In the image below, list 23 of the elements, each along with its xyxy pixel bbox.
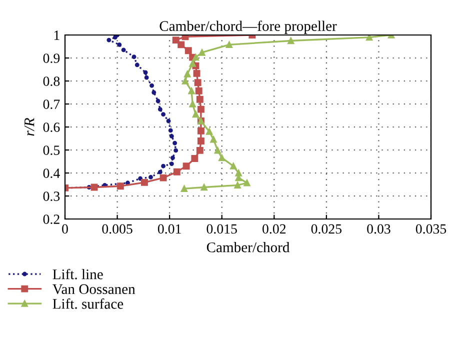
x-tick-label: 0.02: [262, 224, 286, 234]
y-tick-label: 0.2: [43, 214, 60, 224]
y-tick-label: 0.9: [43, 54, 60, 64]
x-tick-label: 0.025: [311, 224, 342, 234]
y-tick-label: 0.6: [43, 122, 60, 132]
legend-label: Lift. surface: [52, 298, 124, 309]
y-tick-label: 0.8: [43, 76, 60, 86]
x-tick-label: 0.015: [206, 224, 237, 234]
x-tick-label: 0.03: [367, 224, 390, 234]
y-tick-label: 0.5: [43, 146, 60, 156]
chart-title: Camber/chord—fore propeller: [160, 20, 337, 34]
y-tick-label: 1: [54, 30, 60, 40]
y-tick-label: 0.7: [43, 100, 60, 110]
x-axis-title: Camber/chord: [206, 242, 290, 252]
x-tick-label: 0.005: [102, 224, 132, 234]
x-tick-label: 0.035: [416, 224, 446, 234]
y-tick-label: 0.3: [43, 192, 60, 202]
x-tick-label: 0: [62, 224, 68, 234]
x-tick-label: 0.01: [158, 224, 181, 234]
y-tick-label: 0.4: [43, 168, 60, 178]
legend-label: Lift. line: [52, 268, 103, 280]
y-axis-title: r/R: [24, 118, 34, 136]
legend-label: Van Oossanen: [52, 284, 136, 294]
